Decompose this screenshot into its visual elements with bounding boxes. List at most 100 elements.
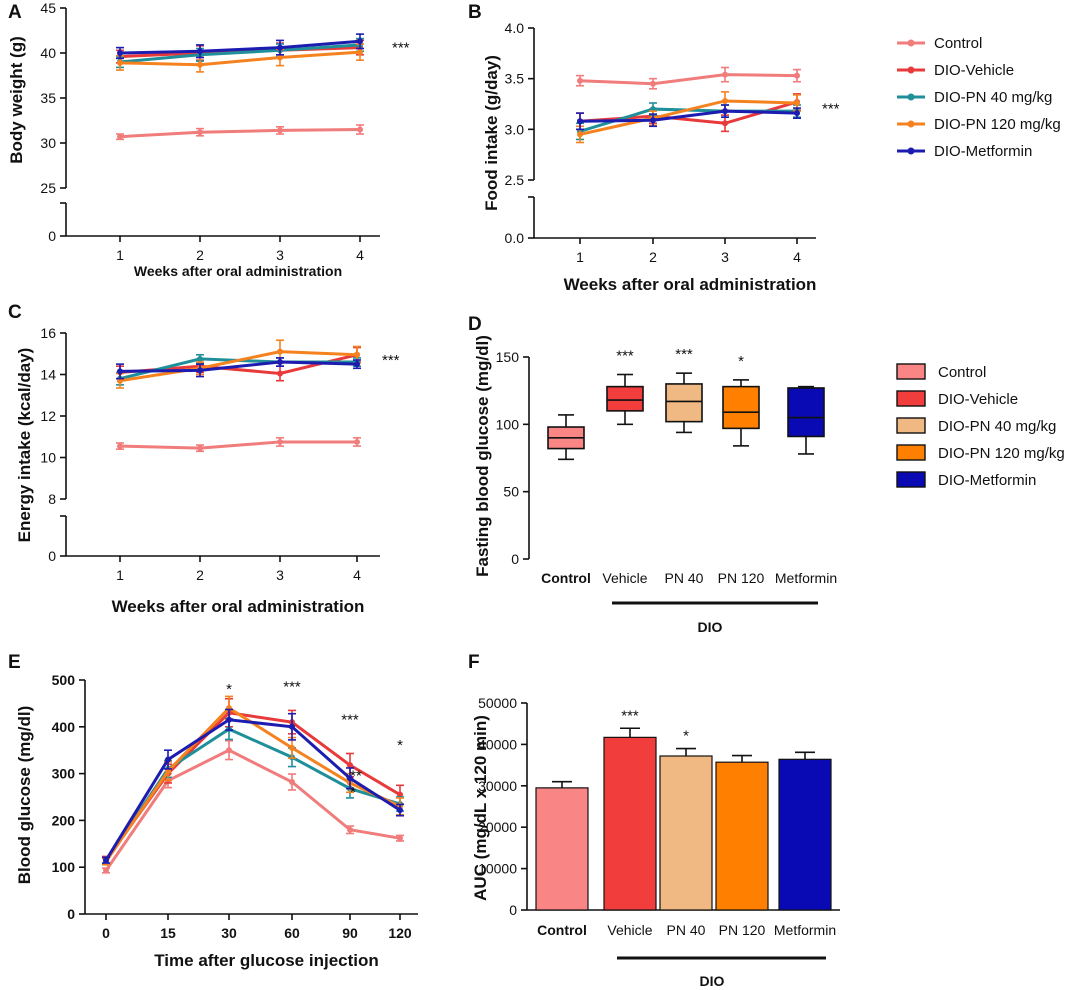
legend-marker <box>907 120 915 128</box>
y-tick-label: 4.0 <box>505 20 525 36</box>
data-point <box>650 117 656 124</box>
y-axis-label: Energy intake (kcal/day) <box>15 348 34 543</box>
x-category-label: Vehicle <box>607 922 652 938</box>
y-tick-label: 100 <box>496 416 520 432</box>
data-point <box>289 723 295 730</box>
y-tick-label: 0 <box>67 906 75 922</box>
data-point <box>289 744 295 751</box>
data-point <box>197 48 203 55</box>
data-point <box>197 445 203 452</box>
x-tick-label: 15 <box>160 925 176 941</box>
significance-annotation: * <box>683 728 689 745</box>
x-tick-label: 4 <box>353 567 361 583</box>
data-point <box>794 72 800 79</box>
data-point <box>577 118 583 125</box>
legend-label: DIO-Vehicle <box>938 391 1018 408</box>
x-tick-label: 3 <box>276 567 284 583</box>
data-point <box>197 129 203 136</box>
y-tick-label: 0 <box>48 548 56 564</box>
data-point <box>277 348 283 355</box>
significance-annotation: * <box>397 737 403 754</box>
y-axis-label: Fasting blood glucose (mg/dl) <box>473 335 492 577</box>
data-point <box>197 61 203 68</box>
series-line-pn120 <box>579 99 798 136</box>
x-axis-label: Weeks after oral administration <box>134 263 342 279</box>
legend-swatch-control_fill <box>896 363 926 380</box>
y-tick-label: 12 <box>40 408 56 424</box>
data-point <box>165 756 171 763</box>
x-tick-label: 2 <box>196 567 204 583</box>
data-point <box>722 71 728 78</box>
bar-metformin_fill <box>778 758 832 911</box>
x-tick-label: 2 <box>196 247 204 263</box>
x-axis-label: Time after glucose injection <box>154 951 379 970</box>
bar-control_fill <box>535 787 589 911</box>
x-category-label: Control <box>537 922 587 938</box>
data-point <box>197 367 203 374</box>
legend-marker <box>907 93 915 101</box>
legend-swatch-metformin_fill <box>896 471 926 488</box>
data-point <box>277 44 283 51</box>
data-point <box>722 97 728 104</box>
series-line-control <box>119 440 357 450</box>
y-tick-label: 30000 <box>478 778 517 794</box>
data-point <box>165 768 171 775</box>
box-vehicle_fill <box>606 385 644 412</box>
legend-label: DIO-Metformin <box>934 143 1032 160</box>
significance-annotation: *** <box>392 39 410 56</box>
x-category-label: PN 120 <box>718 570 765 586</box>
legend-label: DIO-PN 40 mg/kg <box>938 418 1056 435</box>
data-point <box>722 120 728 127</box>
dio-group-label: DIO <box>700 973 725 989</box>
x-tick-label: 0 <box>102 925 110 941</box>
legend-marker <box>907 147 915 155</box>
legend-label: Control <box>938 364 986 381</box>
box-pn40_fill <box>665 383 703 423</box>
data-point <box>354 351 360 358</box>
legend-swatch-vehicle_fill <box>896 390 926 407</box>
x-category-label: Control <box>541 570 591 586</box>
x-tick-label: 1 <box>576 249 584 265</box>
x-category-label: PN 120 <box>719 922 766 938</box>
data-point <box>117 50 123 56</box>
panel-label-b: B <box>468 2 482 23</box>
bar-pn40_fill <box>659 755 713 911</box>
y-tick-label: 0 <box>511 551 519 567</box>
data-point <box>277 438 283 445</box>
data-point <box>117 59 123 66</box>
data-point <box>354 361 360 368</box>
series-line-metformin <box>579 109 798 123</box>
significance-annotation: *** <box>621 707 639 724</box>
legend-label: DIO-Vehicle <box>934 62 1014 79</box>
y-tick-label: 45 <box>40 0 56 16</box>
y-tick-label: 50 <box>503 484 519 500</box>
y-axis-label: Food intake (g/day) <box>482 55 501 211</box>
x-axis-label: Weeks after oral administration <box>112 597 365 616</box>
legend-label: DIO-Metformin <box>938 472 1036 489</box>
y-tick-label: 50000 <box>478 695 517 711</box>
series-line-metformin <box>119 360 358 373</box>
series-line-control <box>104 748 401 872</box>
data-point <box>289 779 295 786</box>
significance-annotation: * <box>738 353 744 370</box>
x-tick-label: 30 <box>221 925 237 941</box>
significance-annotation: * <box>350 784 356 801</box>
data-point <box>117 133 123 140</box>
data-point <box>397 791 403 798</box>
series-line-pn120 <box>104 706 401 863</box>
y-tick-label: 500 <box>52 672 76 688</box>
x-tick-label: 4 <box>356 247 364 263</box>
y-tick-label: 40 <box>40 45 56 61</box>
x-category-label: Metformin <box>774 922 836 938</box>
y-tick-label: 8 <box>48 491 56 507</box>
y-tick-label: 20000 <box>478 819 517 835</box>
panel-label-f: F <box>468 652 480 673</box>
x-category-label: PN 40 <box>665 570 704 586</box>
y-tick-label: 300 <box>52 766 76 782</box>
x-tick-label: 90 <box>342 925 358 941</box>
x-tick-label: 120 <box>388 925 412 941</box>
data-point <box>347 775 353 782</box>
x-tick-label: 60 <box>284 925 300 941</box>
x-category-label: PN 40 <box>667 922 706 938</box>
data-point <box>277 127 283 134</box>
